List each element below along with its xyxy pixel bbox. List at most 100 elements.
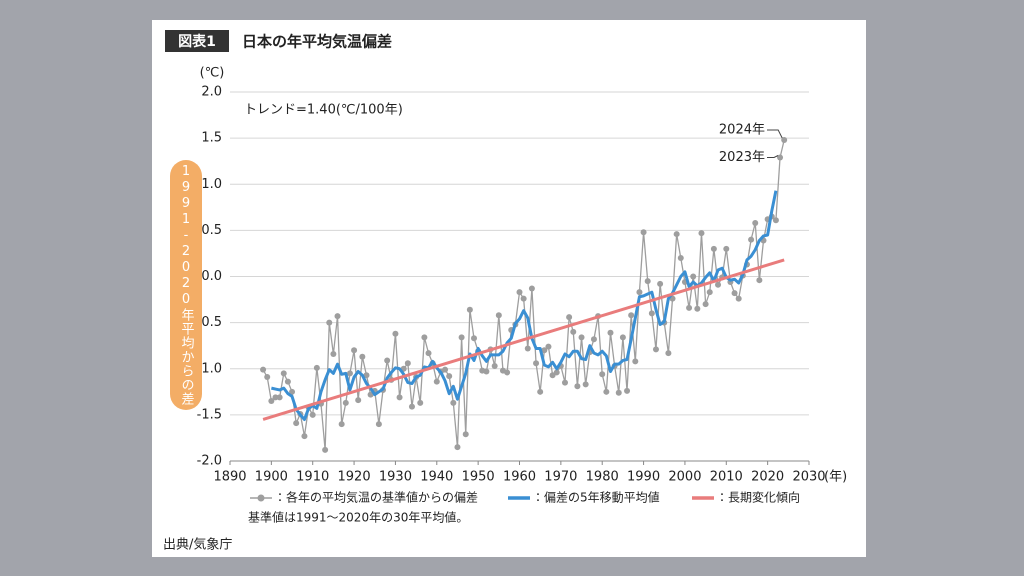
x-tick-label: 1960 — [503, 470, 536, 485]
data-point — [425, 350, 432, 357]
data-point — [715, 281, 722, 288]
data-point — [483, 368, 490, 375]
data-point — [375, 421, 382, 428]
data-point — [665, 350, 672, 357]
data-point — [528, 285, 535, 292]
data-point — [706, 289, 713, 296]
data-point — [330, 350, 337, 357]
legend-label: ：長期変化傾向 — [716, 490, 800, 505]
data-point — [276, 394, 283, 401]
x-tick-label: 1940 — [420, 470, 453, 485]
data-point — [603, 388, 610, 395]
source: 出典/気象庁 — [163, 537, 232, 553]
data-point — [417, 399, 424, 406]
data-point — [346, 370, 353, 377]
series-line — [271, 190, 778, 421]
data-point — [421, 334, 428, 341]
y-tick-label: -2.0 — [197, 454, 222, 469]
data-point — [636, 289, 643, 296]
data-point — [450, 399, 457, 406]
data-point — [735, 295, 742, 302]
data-point — [566, 314, 573, 321]
data-point — [446, 373, 453, 380]
data-point — [657, 280, 664, 287]
x-tick-label: 2000 — [668, 470, 701, 485]
data-point — [322, 446, 329, 453]
series-line — [262, 258, 785, 421]
data-point — [607, 329, 614, 336]
data-point — [462, 431, 469, 438]
leader-line — [767, 155, 779, 158]
data-point — [458, 334, 465, 341]
legend-marker — [257, 494, 265, 502]
data-point — [471, 335, 478, 342]
data-point — [313, 364, 320, 371]
legend-label: ：各年の平均気温の基準値からの偏差 — [274, 490, 478, 505]
data-point — [309, 411, 316, 418]
x-tick-label: 1990 — [627, 470, 660, 485]
data-point — [710, 245, 717, 252]
data-point — [495, 312, 502, 319]
x-tick-label: 2030 — [792, 470, 825, 485]
data-point — [520, 295, 527, 302]
data-point — [652, 346, 659, 353]
data-point — [454, 444, 461, 451]
data-point — [301, 433, 308, 440]
x-tick-label: 2010 — [710, 470, 743, 485]
data-point — [690, 273, 697, 280]
data-point — [673, 231, 680, 238]
data-point — [570, 328, 577, 335]
x-tick-label: 1970 — [544, 470, 577, 485]
x-tick-label: 1950 — [462, 470, 495, 485]
chart-title: 日本の年平均気温偏差 — [242, 33, 392, 51]
data-point — [404, 360, 411, 367]
data-point — [466, 306, 473, 313]
data-point — [293, 420, 300, 427]
data-point — [694, 305, 701, 312]
y-tick-label: 0.0 — [201, 269, 222, 284]
panel — [152, 20, 866, 557]
data-point — [777, 154, 784, 161]
data-point — [731, 290, 738, 297]
x-tick-label: 1900 — [255, 470, 288, 485]
data-point — [342, 399, 349, 406]
data-point — [698, 230, 705, 237]
data-point — [582, 381, 589, 388]
y-tick-label: -1.0 — [197, 361, 222, 376]
data-point — [284, 378, 291, 385]
data-point — [326, 319, 333, 326]
data-point — [384, 357, 391, 364]
y-tick-label: -0.5 — [197, 315, 222, 330]
data-point — [533, 360, 540, 367]
data-point — [561, 379, 568, 386]
data-point — [363, 372, 370, 379]
data-point — [408, 403, 415, 410]
data-point — [338, 421, 345, 428]
leader-line — [767, 129, 783, 139]
data-point — [624, 387, 631, 394]
data-point — [392, 330, 399, 337]
data-point — [355, 397, 362, 404]
data-point — [537, 388, 544, 395]
x-tick-label: 1930 — [379, 470, 412, 485]
point-label: 2024年 — [719, 122, 765, 137]
data-point — [541, 347, 548, 354]
data-point — [640, 229, 647, 236]
y-tick-label: 0.5 — [201, 223, 222, 238]
data-point — [781, 136, 788, 143]
data-point — [686, 304, 693, 311]
data-point — [268, 398, 275, 405]
y-axis-label: 1991-2020年平均からの差 — [170, 160, 202, 410]
legend-label: ：偏差の5年移動平均値 — [532, 490, 660, 505]
badge: 図表1 — [178, 33, 216, 50]
data-point — [396, 394, 403, 401]
data-point — [442, 366, 449, 373]
data-point — [504, 369, 511, 376]
data-point — [359, 353, 366, 360]
data-point — [578, 334, 585, 341]
data-point — [334, 313, 341, 320]
data-point — [260, 366, 267, 373]
y-tick-label: -1.5 — [197, 407, 222, 422]
